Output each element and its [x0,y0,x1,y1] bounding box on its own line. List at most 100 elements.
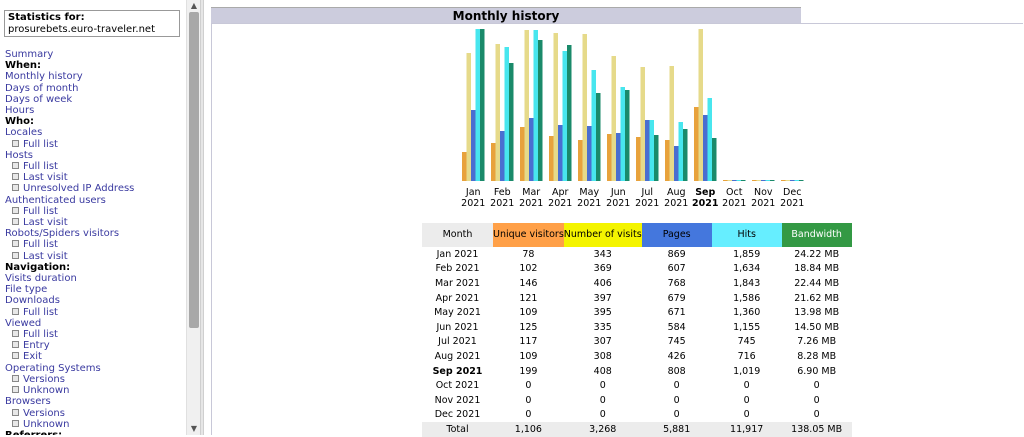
nav-subitem-link[interactable]: Full list [5,206,185,217]
month-label: Apr [552,187,569,198]
nav-link[interactable]: Viewed [5,317,42,329]
table-row: Aug 2021 109 308 426 716 8.28 MB [422,349,852,364]
cell-unique-visitors: 109 [519,307,538,319]
nav-subitem-link[interactable]: Full list [5,329,185,340]
cell-pages: 607 [667,263,686,275]
cell-hits: 0 [743,394,750,406]
nav-link[interactable]: Days of week [5,93,73,105]
cell-number-of-visits: 0 [599,394,606,406]
bar-visits-may [582,34,587,181]
nav-link[interactable]: Downloads [5,295,60,307]
cell-unique-visitors: 78 [522,248,535,260]
table-header-row: Month Unique visitors Number of visits P… [422,223,852,247]
nav-subitem-link[interactable]: Unknown [5,419,185,430]
bar-unique-jun [607,134,612,181]
cell-pages: 426 [667,350,686,362]
scrollbar-thumb[interactable] [189,12,199,328]
nav-link[interactable]: Operating Systems [5,362,101,374]
bar-pages-jan [471,110,476,181]
page-list-icon [12,240,19,248]
cell-bandwidth: 18.84 MB [794,263,840,275]
nav-link[interactable]: Monthly history [5,71,83,83]
nav-link[interactable]: Authenticated users [5,194,106,206]
nav-subitem-link[interactable]: Last visit [5,251,185,262]
cell-bandwidth: 0 [813,380,820,392]
nav-subitem-link[interactable]: Entry [5,340,185,351]
nav-link[interactable]: Robots/Spiders visitors [5,228,120,240]
bar-bandwidth-jan [480,29,485,181]
month-label: Sep [695,187,715,198]
nav-subitem-link[interactable]: Unresolved IP Address [5,183,185,194]
nav-link[interactable]: Days of month [5,82,79,94]
nav-subitem-label: Entry [23,340,50,352]
cell-number-of-visits: 369 [593,263,612,275]
nav-subitem-label: Full list [23,205,58,217]
table-row: Oct 2021 0 0 0 0 0 [422,378,852,393]
bar-bandwidth-mar [538,40,543,181]
page-list-icon [12,374,19,382]
table-row: Dec 2021 0 0 0 0 0 [422,408,852,423]
bar-hits-jul [649,120,654,181]
nav-scrollbar[interactable]: ▲ ▼ [186,0,200,435]
page-list-icon [12,386,19,394]
frame-divider[interactable] [200,0,204,435]
nav-link[interactable]: Locales [5,127,43,139]
page-list-icon [12,173,19,181]
nav-subitem-link[interactable]: Full list [5,307,185,318]
nav-link[interactable]: Visits duration [5,273,77,285]
year-label: 2021 [780,198,804,209]
scroll-up-arrow-icon[interactable]: ▲ [190,1,198,10]
page-list-icon [12,206,19,214]
month-label: Feb [494,187,511,198]
bar-hits-jun [620,87,625,181]
col-header-pages: Pages [641,223,712,247]
nav-subitem-link[interactable]: Unknown [5,385,185,396]
nav-subitem-link[interactable]: Last visit [5,172,185,183]
total-cell-number-of-visits: 3,268 [563,422,642,437]
cell-number-of-visits: 406 [593,277,612,289]
bar-visits-dec [785,180,790,181]
year-label: 2021 [606,198,630,209]
year-label: 2021 [692,198,718,209]
cell-bandwidth: 7.26 MB [797,336,837,348]
nav-subitem-link[interactable]: Versions [5,374,185,385]
month-label: Aug [667,187,686,198]
nav-subitem-link[interactable]: Exit [5,351,185,362]
month-label: Oct [726,187,743,198]
cell-pages: 679 [667,292,686,304]
nav-link[interactable]: File type [5,284,48,296]
page-list-icon [12,419,19,427]
nav-subitem-link[interactable]: Full list [5,161,185,172]
bar-visits-oct [727,180,732,181]
cell-unique-visitors: 146 [519,277,538,289]
nav-subitem-label: Last visit [23,250,68,262]
nav-subitem-link[interactable]: Full list [5,239,185,250]
month-label: Dec [783,187,801,198]
nav-section-heading: Who: [5,116,35,128]
cell-number-of-visits: 343 [593,248,612,260]
nav-subitem-link[interactable]: Full list [5,139,185,150]
nav-subitem-link[interactable]: Versions [5,408,185,419]
bar-unique-may [578,140,583,181]
bar-pages-nov [761,180,766,181]
scroll-down-arrow-icon[interactable]: ▼ [190,424,198,433]
bar-unique-aug [665,140,670,181]
bar-pages-sep [703,115,708,181]
col-header-month: Month [422,223,493,247]
nav-subitem-label: Full list [23,239,58,251]
nav-link[interactable]: Hours [5,105,35,117]
cell-month: Dec 2021 [434,409,481,421]
bar-pages-may [587,126,592,181]
cell-bandwidth: 14.50 MB [794,321,840,333]
bar-hits-mar [533,30,538,181]
nav-link[interactable]: Hosts [5,149,33,161]
nav-link[interactable]: Browsers [5,396,51,408]
year-label: 2021 [664,198,688,209]
bar-visits-sep [698,29,703,181]
table-row: Jan 2021 78 343 869 1,859 24.22 MB [422,247,852,262]
statistics-for-label: Statistics for: [8,12,85,23]
cell-month: Sep 2021 [432,365,483,377]
nav-subitem-link[interactable]: Last visit [5,217,185,228]
nav-link[interactable]: Summary [5,49,54,60]
cell-hits: 1,155 [733,321,761,333]
